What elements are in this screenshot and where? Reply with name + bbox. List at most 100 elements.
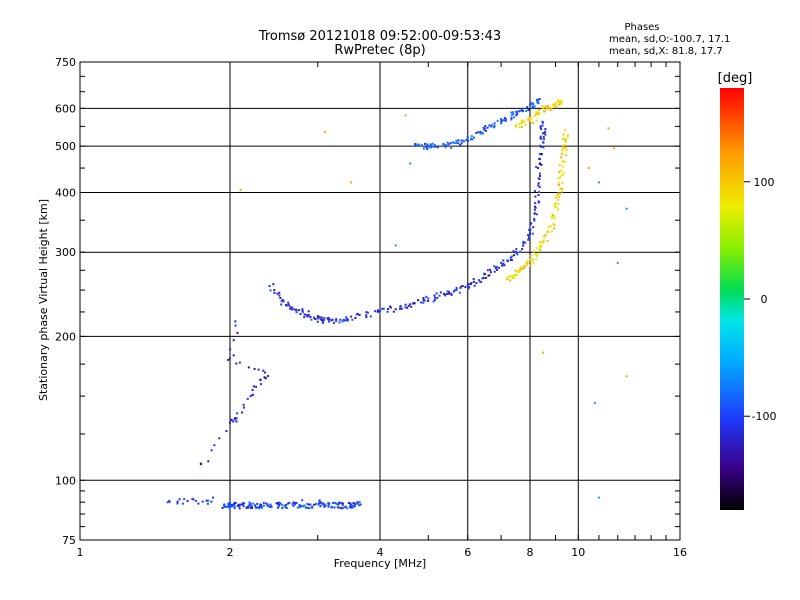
data-point — [527, 109, 530, 111]
data-point — [427, 145, 430, 148]
data-point — [328, 502, 331, 505]
data-point — [587, 167, 590, 169]
data-point — [365, 316, 368, 319]
data-point — [458, 291, 461, 294]
data-point — [546, 240, 549, 242]
data-point — [447, 290, 450, 293]
data-point — [315, 502, 318, 505]
data-point — [309, 503, 312, 506]
data-point — [236, 412, 239, 415]
data-point — [249, 395, 252, 398]
data-point — [365, 314, 368, 317]
data-point — [519, 266, 522, 269]
data-point — [519, 250, 522, 253]
data-point — [282, 300, 285, 303]
data-point — [475, 131, 478, 134]
data-point — [561, 160, 564, 163]
data-point — [389, 305, 392, 308]
data-point — [313, 503, 316, 506]
data-point — [347, 501, 350, 504]
data-point — [459, 143, 462, 146]
data-point — [518, 110, 521, 113]
data-point — [564, 140, 567, 143]
data-point — [301, 310, 304, 313]
data-point — [470, 137, 473, 140]
data-point — [281, 507, 284, 510]
data-point — [480, 281, 483, 283]
data-point — [514, 269, 517, 272]
data-point — [233, 502, 236, 505]
data-point — [233, 506, 236, 509]
data-point — [522, 240, 525, 243]
data-point — [305, 506, 307, 509]
data-point — [554, 196, 557, 199]
data-point — [341, 507, 344, 510]
data-point — [210, 500, 213, 503]
data-point — [539, 135, 542, 138]
data-point — [530, 260, 532, 263]
data-point — [484, 273, 487, 276]
data-point — [466, 137, 469, 139]
data-point — [225, 430, 228, 433]
data-point — [543, 235, 546, 238]
data-point — [533, 219, 536, 222]
data-point — [256, 502, 259, 505]
data-point — [470, 282, 473, 284]
data-point — [566, 134, 569, 137]
data-point — [197, 502, 200, 505]
data-point — [523, 120, 526, 123]
data-point — [317, 503, 320, 506]
data-point — [473, 284, 476, 287]
data-point — [290, 306, 293, 309]
data-point — [266, 503, 269, 506]
data-point — [558, 164, 561, 167]
data-point — [511, 276, 514, 279]
y-tick-label: 500 — [55, 140, 76, 153]
data-point — [529, 102, 532, 105]
data-point — [543, 110, 546, 113]
data-point — [558, 182, 561, 184]
data-point — [504, 118, 507, 120]
data-point — [515, 274, 518, 277]
data-point — [527, 234, 530, 237]
data-point — [334, 502, 337, 505]
data-point — [352, 502, 355, 505]
data-point — [550, 108, 553, 111]
y-ticks: 75 100 200 300 400 500 600 750 — [55, 56, 680, 547]
data-point — [493, 124, 496, 127]
data-point — [521, 268, 524, 271]
data-point — [517, 110, 520, 113]
data-point — [510, 114, 513, 117]
data-point — [539, 162, 542, 165]
data-point — [374, 310, 377, 313]
data-point — [552, 223, 555, 226]
data-point — [546, 230, 549, 233]
data-point — [543, 106, 546, 109]
data-point — [445, 293, 448, 295]
data-point — [238, 507, 241, 510]
data-point — [541, 132, 544, 135]
data-point — [447, 292, 450, 295]
data-point — [276, 506, 279, 509]
data-point — [382, 307, 385, 310]
data-point — [540, 128, 543, 131]
data-point — [453, 142, 456, 145]
data-point — [398, 308, 401, 310]
data-point — [195, 499, 198, 502]
data-point — [236, 505, 239, 507]
data-point — [436, 297, 439, 299]
data-point — [513, 254, 515, 257]
data-point — [537, 200, 540, 203]
data-point — [313, 316, 315, 319]
data-point — [295, 308, 298, 311]
data-point — [345, 316, 348, 319]
data-point — [467, 287, 470, 290]
data-point — [455, 142, 458, 145]
data-point — [285, 304, 288, 307]
data-point — [597, 496, 600, 499]
data-point — [223, 505, 226, 508]
data-point — [479, 280, 481, 283]
data-point — [332, 502, 334, 504]
data-point — [514, 274, 517, 276]
data-point — [558, 183, 561, 186]
